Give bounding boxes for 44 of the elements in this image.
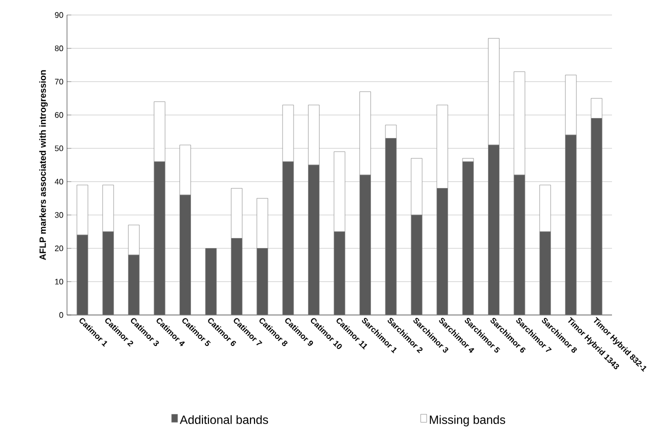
bar <box>230 188 242 239</box>
bar <box>410 214 422 315</box>
bar <box>128 224 140 256</box>
bar <box>128 254 140 315</box>
bar <box>102 184 114 232</box>
bar <box>180 144 191 196</box>
y-tick-label: 30 <box>54 212 64 218</box>
bar <box>565 134 577 315</box>
bar <box>462 161 474 315</box>
bar <box>385 124 397 139</box>
bar <box>154 161 166 315</box>
bar <box>590 118 602 315</box>
bar <box>360 174 371 315</box>
y-tick-label: 80 <box>54 46 64 52</box>
bar <box>436 188 448 315</box>
bar <box>180 194 191 315</box>
y-tick-label: 20 <box>54 245 64 252</box>
bar <box>76 234 88 315</box>
y-tick-label: 10 <box>55 278 64 284</box>
y-tick-label: 90 <box>54 12 64 18</box>
legend-label: Additional bands <box>180 415 268 424</box>
y-axis-title: AFLP markers associated with introgression <box>39 70 48 260</box>
bar <box>230 238 242 315</box>
legend-label: Missing bands <box>430 415 506 426</box>
bar <box>256 248 268 315</box>
bar <box>462 158 474 162</box>
bar <box>282 161 294 315</box>
y-tick-label: 70 <box>54 78 64 84</box>
y-tick-label: 50 <box>54 145 64 152</box>
bar <box>308 164 320 315</box>
bar <box>102 231 114 315</box>
bar <box>488 144 500 315</box>
bar <box>539 231 551 315</box>
y-tick-label: 0 <box>59 312 64 318</box>
bar <box>205 248 217 315</box>
bar <box>256 198 268 249</box>
y-tick-label: 60 <box>54 112 64 118</box>
y-tick-label: 40 <box>54 178 64 184</box>
bar <box>539 184 551 232</box>
bar <box>410 158 422 216</box>
bar <box>334 151 346 232</box>
bar <box>385 138 397 315</box>
bar <box>514 174 526 315</box>
bar <box>334 231 346 315</box>
